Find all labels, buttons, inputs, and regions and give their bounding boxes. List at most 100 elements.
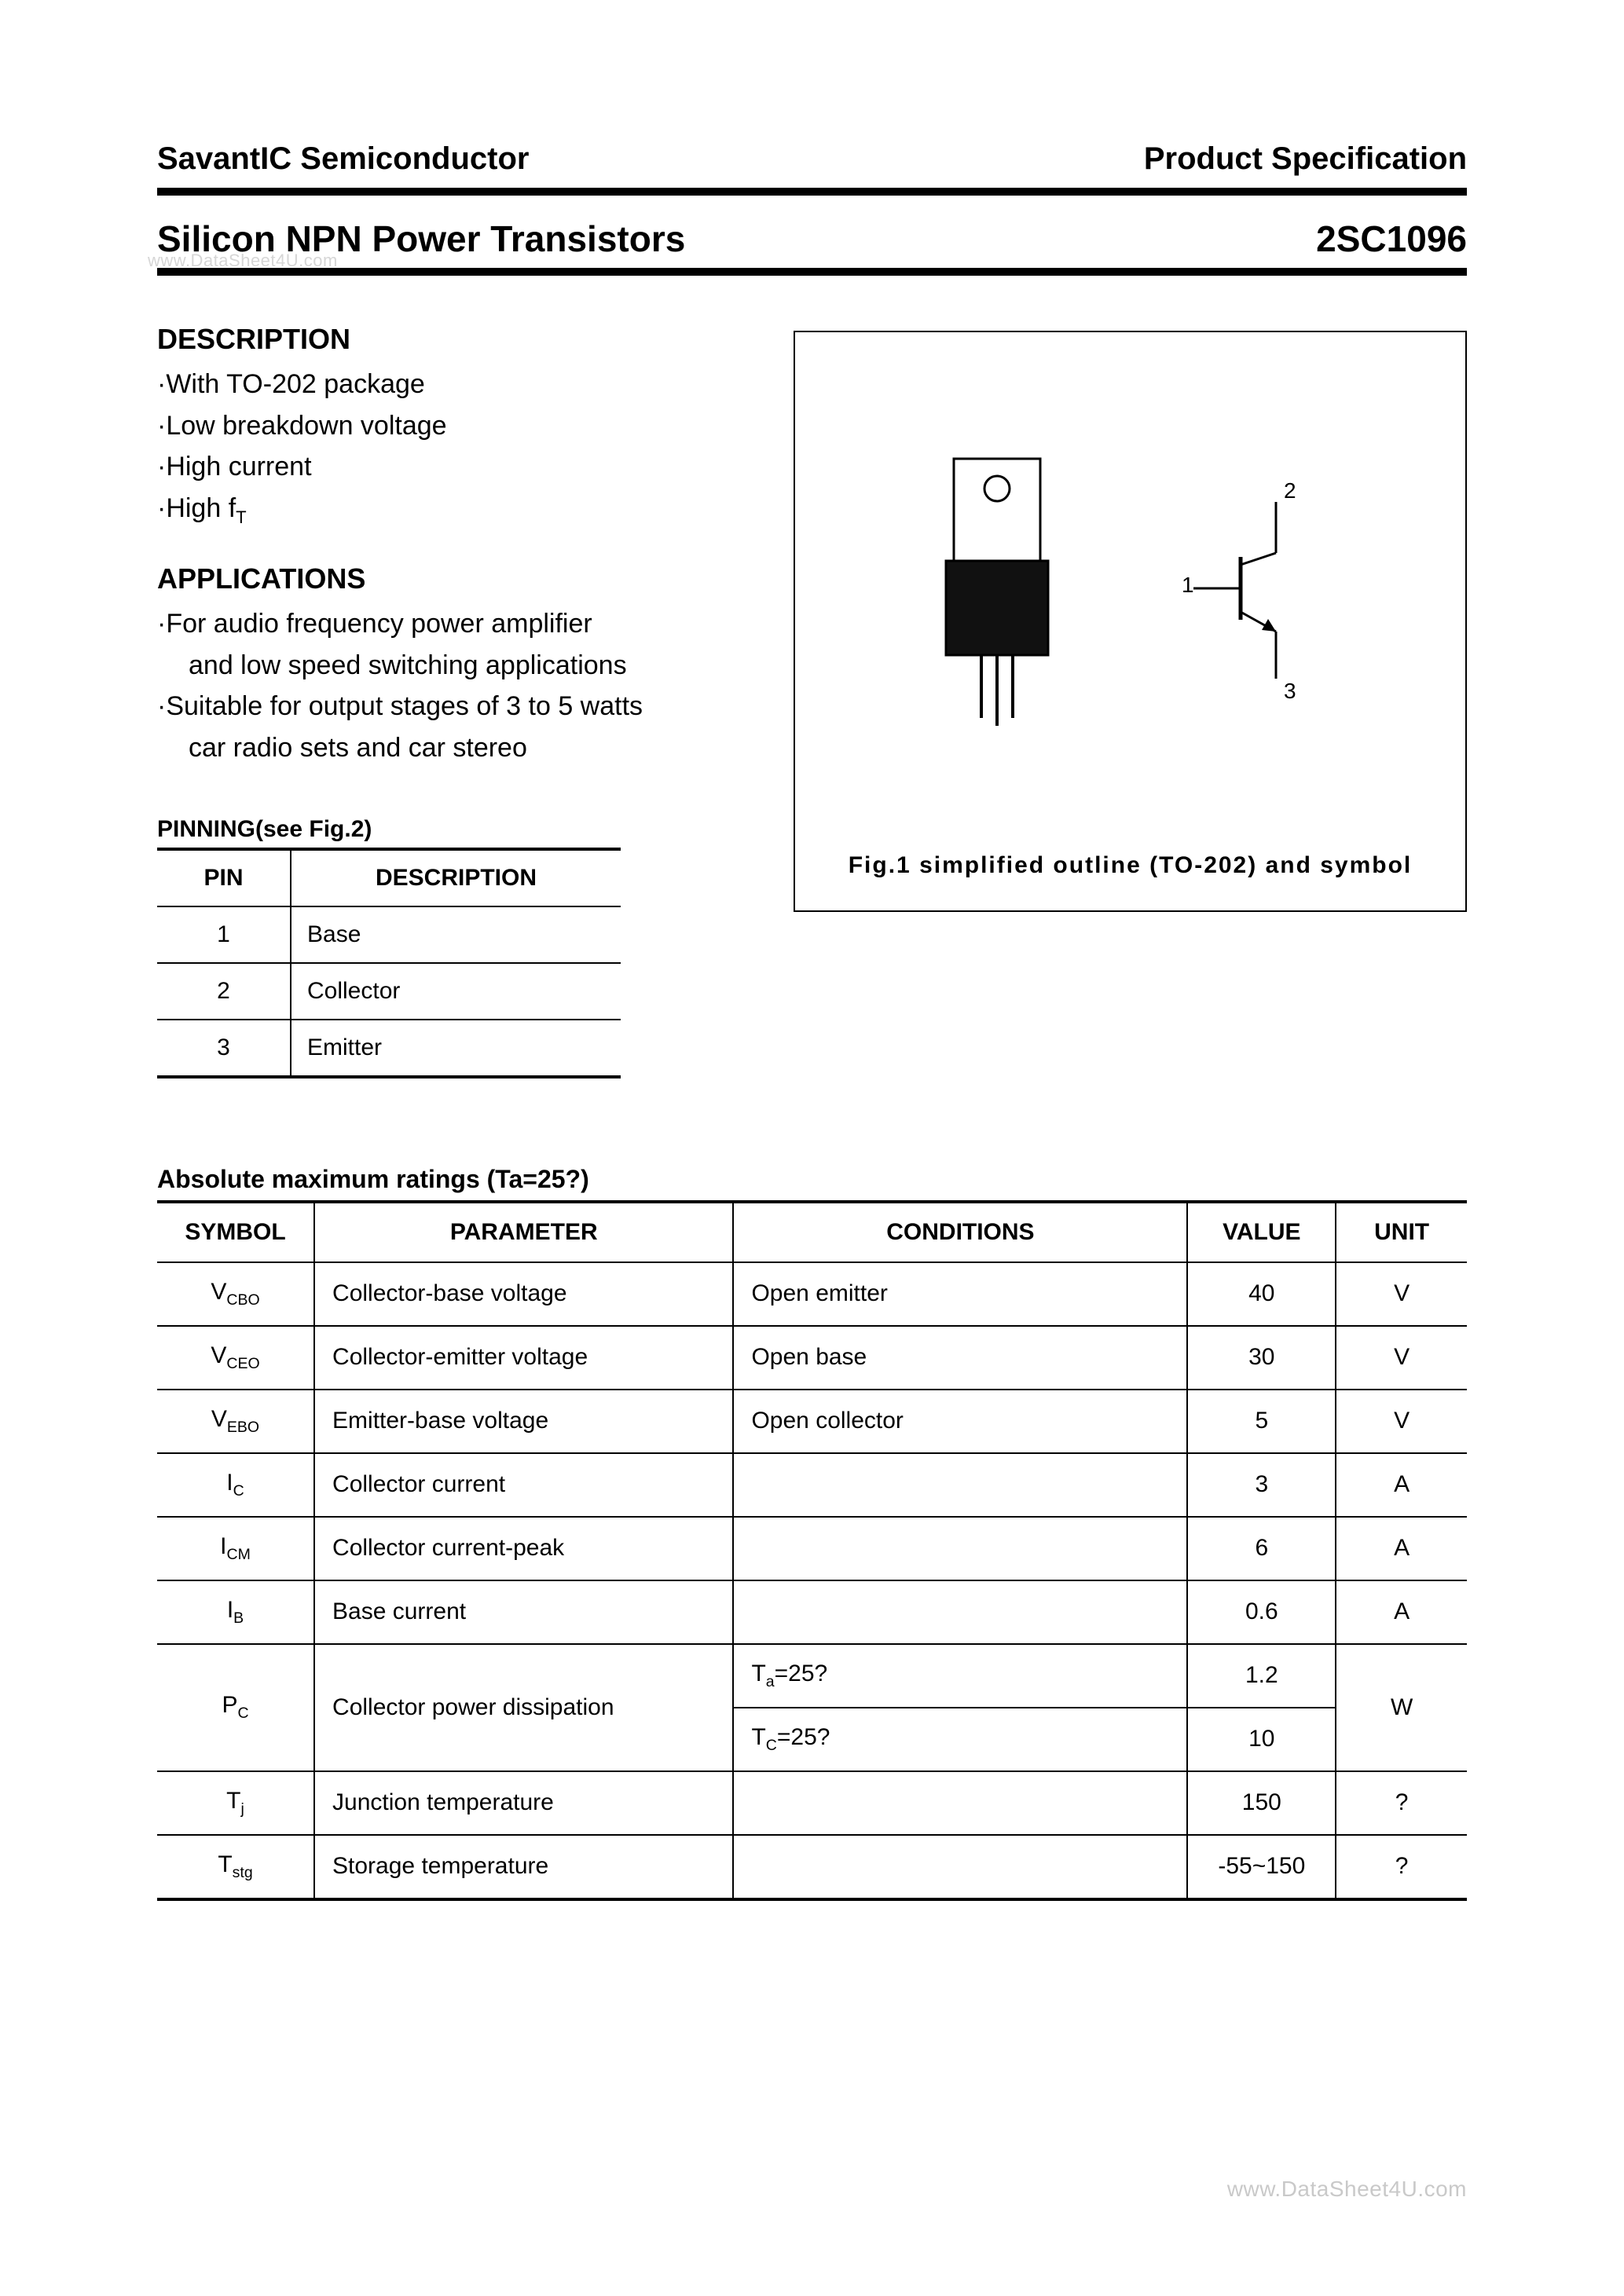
doc-type: Product Specification — [1144, 141, 1467, 177]
table-row: PCCollector power dissipationTa=25?1.2W — [157, 1644, 1467, 1708]
rating-unit: V — [1336, 1390, 1467, 1453]
rating-parameter: Storage temperature — [314, 1835, 733, 1899]
rating-symbol: PC — [157, 1644, 314, 1771]
rating-value: 5 — [1187, 1390, 1336, 1453]
rating-unit: ? — [1336, 1835, 1467, 1899]
applications-heading: APPLICATIONS — [157, 562, 739, 595]
company-name: SavantIC Semiconductor — [157, 141, 529, 177]
rating-unit: V — [1336, 1326, 1467, 1390]
rating-conditions — [733, 1517, 1187, 1580]
pin-desc: Emitter — [291, 1020, 621, 1077]
pin-number: 3 — [157, 1020, 291, 1077]
rating-unit: A — [1336, 1453, 1467, 1517]
rating-conditions: Open emitter — [733, 1262, 1187, 1326]
rating-parameter: Collector current — [314, 1453, 733, 1517]
applications-line: ·Suitable for output stages of 3 to 5 wa… — [157, 686, 739, 727]
rating-unit: A — [1336, 1580, 1467, 1644]
npn-symbol-icon: 2 1 3 — [1166, 474, 1339, 710]
rating-symbol: ICM — [157, 1517, 314, 1580]
rating-conditions — [733, 1771, 1187, 1835]
pin-label-3: 3 — [1284, 679, 1296, 703]
footer-watermark: www.DataSheet4U.com — [1227, 2177, 1467, 2202]
description-heading: DESCRIPTION — [157, 323, 739, 356]
pinning-col-pin: PIN — [157, 849, 291, 906]
rating-conditions: Ta=25? — [733, 1644, 1187, 1708]
rating-value: 3 — [1187, 1453, 1336, 1517]
table-row: TstgStorage temperature -55~150? — [157, 1835, 1467, 1899]
ratings-col-value: VALUE — [1187, 1202, 1336, 1262]
rating-conditions: Open base — [733, 1326, 1187, 1390]
rating-value: 0.6 — [1187, 1580, 1336, 1644]
rating-unit: ? — [1336, 1771, 1467, 1835]
rating-symbol: VCBO — [157, 1262, 314, 1326]
ratings-col-unit: UNIT — [1336, 1202, 1467, 1262]
rating-symbol: Tj — [157, 1771, 314, 1835]
table-row: VCEOCollector-emitter voltageOpen base30… — [157, 1326, 1467, 1390]
figure-box: 2 1 3 — [794, 331, 1467, 912]
description-item: ·With TO-202 package — [157, 364, 739, 405]
rating-parameter: Collector-emitter voltage — [314, 1326, 733, 1390]
description-list: ·With TO-202 package ·Low breakdown volt… — [157, 364, 739, 531]
applications-line: and low speed switching applications — [157, 645, 739, 687]
figure-caption: Fig.1 simplified outline (TO-202) and sy… — [827, 852, 1434, 879]
rating-conditions: TC=25? — [733, 1708, 1187, 1771]
rating-symbol: Tstg — [157, 1835, 314, 1899]
rating-value: 10 — [1187, 1708, 1336, 1771]
pin-number: 1 — [157, 906, 291, 963]
rating-conditions — [733, 1580, 1187, 1644]
part-number: 2SC1096 — [1316, 218, 1467, 260]
pin-desc: Base — [291, 906, 621, 963]
package-outline-icon — [922, 451, 1072, 734]
applications-line: car radio sets and car stereo — [157, 727, 739, 769]
table-row: 1 Base — [157, 906, 621, 963]
ratings-table: SYMBOL PARAMETER CONDITIONS VALUE UNIT V… — [157, 1200, 1467, 1901]
rating-parameter: Collector current-peak — [314, 1517, 733, 1580]
ratings-heading: Absolute maximum ratings (Ta=25?) — [157, 1165, 1467, 1194]
applications-list: ·For audio frequency power amplifier and… — [157, 603, 739, 769]
pin-number: 2 — [157, 963, 291, 1020]
applications-line: ·For audio frequency power amplifier — [157, 603, 739, 645]
description-item: ·Low breakdown voltage — [157, 405, 739, 447]
description-item: ·High current — [157, 446, 739, 488]
rating-value: -55~150 — [1187, 1835, 1336, 1899]
rating-value: 6 — [1187, 1517, 1336, 1580]
rating-conditions — [733, 1835, 1187, 1899]
rating-unit: V — [1336, 1262, 1467, 1326]
rating-parameter: Emitter-base voltage — [314, 1390, 733, 1453]
rating-parameter: Junction temperature — [314, 1771, 733, 1835]
rating-symbol: VEBO — [157, 1390, 314, 1453]
description-item: ·High fT — [157, 488, 739, 531]
pinning-heading: PINNING(see Fig.2) — [157, 816, 739, 843]
table-row: VCBOCollector-base voltageOpen emitter40… — [157, 1262, 1467, 1326]
rating-conditions: Open collector — [733, 1390, 1187, 1453]
rating-parameter: Collector power dissipation — [314, 1644, 733, 1771]
table-row: 2 Collector — [157, 963, 621, 1020]
rating-symbol: VCEO — [157, 1326, 314, 1390]
ratings-col-symbol: SYMBOL — [157, 1202, 314, 1262]
table-row: ICCollector current 3A — [157, 1453, 1467, 1517]
ratings-col-conditions: CONDITIONS — [733, 1202, 1187, 1262]
pinning-table: PIN DESCRIPTION 1 Base 2 Collector 3 — [157, 848, 621, 1078]
rating-symbol: IC — [157, 1453, 314, 1517]
rating-unit: W — [1336, 1644, 1467, 1771]
rating-parameter: Base current — [314, 1580, 733, 1644]
watermark-text: www.DataSheet4U.com — [148, 251, 338, 271]
table-row: 3 Emitter — [157, 1020, 621, 1077]
table-row: IBBase current 0.6A — [157, 1580, 1467, 1644]
pin-label-1: 1 — [1182, 573, 1194, 597]
ratings-col-parameter: PARAMETER — [314, 1202, 733, 1262]
pin-desc: Collector — [291, 963, 621, 1020]
rating-unit: A — [1336, 1517, 1467, 1580]
rating-parameter: Collector-base voltage — [314, 1262, 733, 1326]
rating-value: 150 — [1187, 1771, 1336, 1835]
table-row: ICMCollector current-peak 6A — [157, 1517, 1467, 1580]
table-row: VEBOEmitter-base voltageOpen collector5V — [157, 1390, 1467, 1453]
pinning-col-desc: DESCRIPTION — [291, 849, 621, 906]
rating-value: 1.2 — [1187, 1644, 1336, 1708]
table-row: TjJunction temperature 150? — [157, 1771, 1467, 1835]
rating-symbol: IB — [157, 1580, 314, 1644]
rating-value: 30 — [1187, 1326, 1336, 1390]
rating-value: 40 — [1187, 1262, 1336, 1326]
pin-label-2: 2 — [1284, 478, 1296, 503]
rating-conditions — [733, 1453, 1187, 1517]
